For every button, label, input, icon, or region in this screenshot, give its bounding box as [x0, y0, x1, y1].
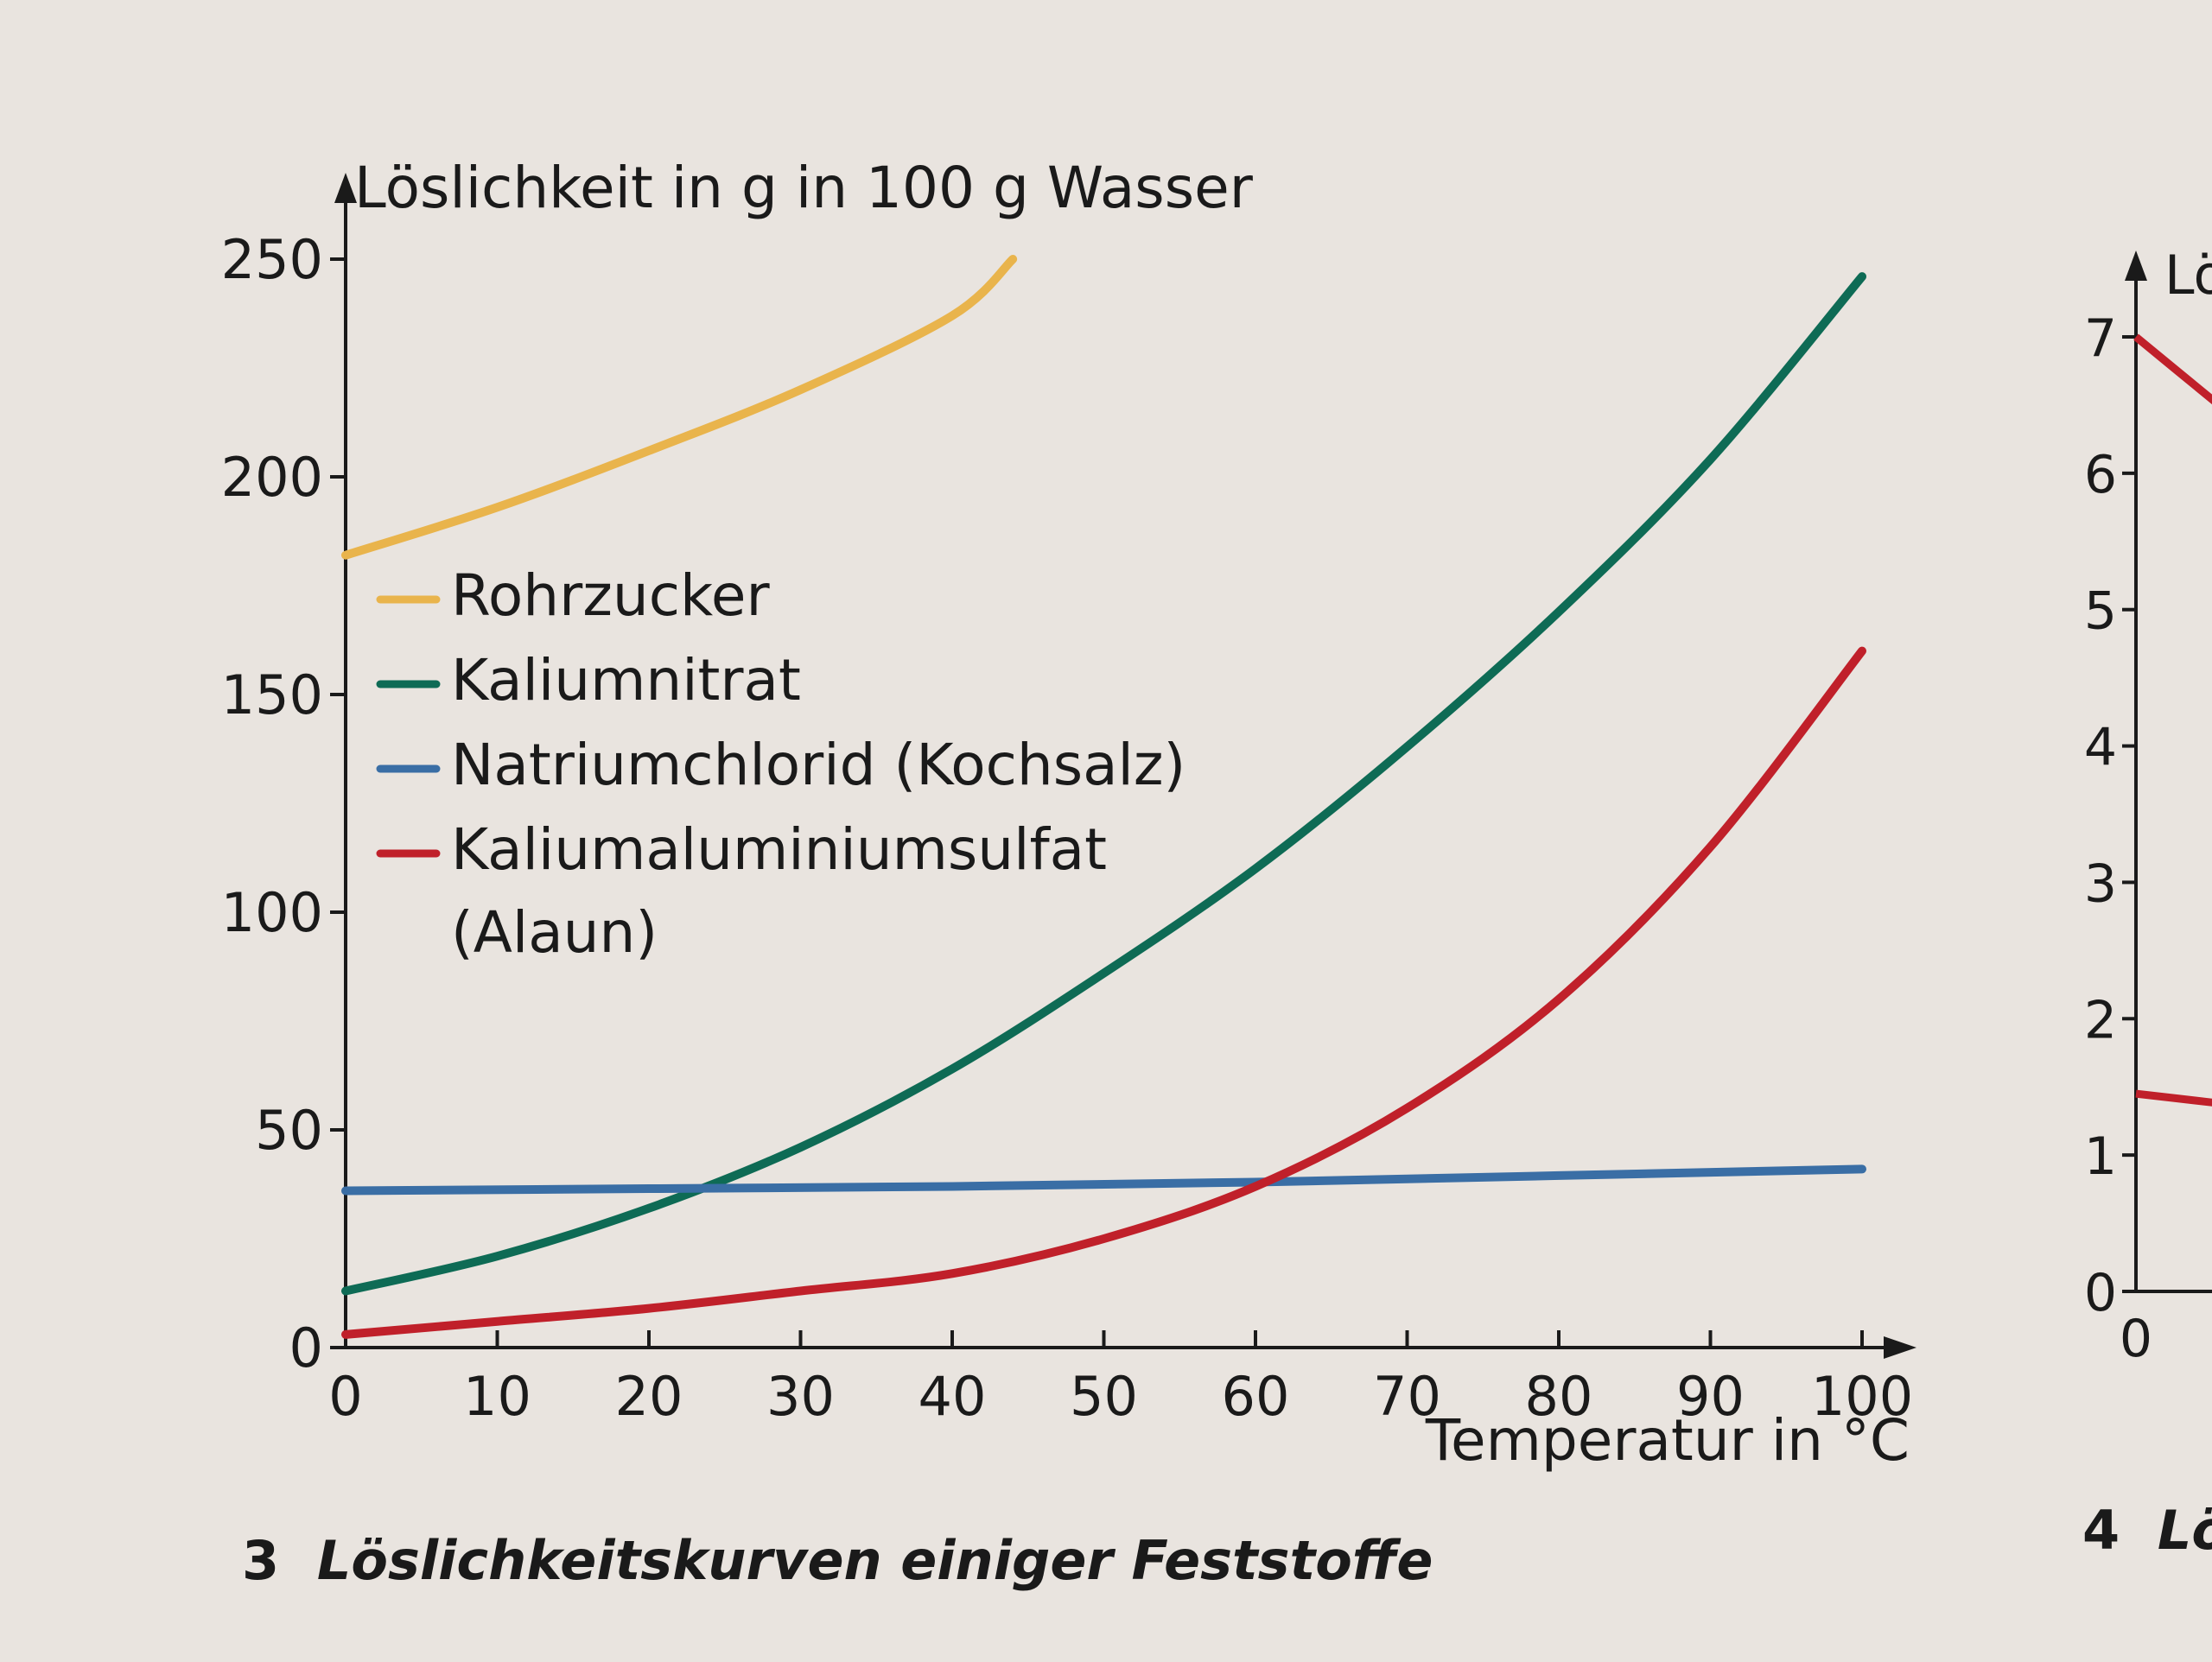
chart2-series-line-2: [2135, 1089, 2212, 1107]
figure-caption: 3 Löslichkeitskurven einiger Feststoffe: [242, 1529, 1433, 1592]
series-line-2: [341, 272, 1866, 1296]
y-tick-label: 0: [289, 1316, 323, 1380]
series-line-1: [341, 255, 1018, 560]
legend-label-3: Natriumchlorid (Kochsalz): [451, 732, 1185, 798]
x-tick-label: 0: [328, 1365, 362, 1428]
y-axis-label: Löslichkeit in g in 100 g Wasser: [354, 155, 1254, 221]
chart2-y-tick-label: 5: [2084, 581, 2117, 642]
x-axis-arrow: [1884, 1336, 1916, 1359]
y-tick-label: 50: [255, 1099, 323, 1162]
chart2-y-tick-label: 7: [2084, 308, 2117, 369]
series-line-3: [341, 1164, 1866, 1196]
x-tick-label: 50: [1070, 1365, 1138, 1428]
x-tick-label: 20: [615, 1365, 683, 1428]
chart2-y-tick-label: 6: [2084, 445, 2117, 505]
chart2-y-axis-arrow: [2125, 251, 2147, 281]
chart2-y-tick-label: 4: [2084, 718, 2117, 778]
x-tick-label: 100: [1811, 1365, 1913, 1428]
x-tick-label: 70: [1373, 1365, 1441, 1428]
y-tick-label: 150: [221, 663, 323, 726]
x-tick-label: 40: [918, 1365, 987, 1428]
x-tick-label: 10: [463, 1365, 531, 1428]
figure-caption-2: 4 Lö: [2082, 1499, 2212, 1562]
x-tick-label: 90: [1676, 1365, 1745, 1428]
caption-number: 3: [242, 1529, 280, 1592]
legend-label-1: Rohrzucker: [451, 562, 770, 629]
legend-label-4: (Alaun): [451, 899, 658, 966]
caption-2-text: Lö: [2157, 1499, 2212, 1562]
chart2-y-tick-label: 0: [2084, 1263, 2117, 1323]
x-axis-label: Temperatur in °C: [1425, 1407, 1910, 1474]
chart2-y-tick-label: 2: [2084, 990, 2117, 1050]
caption-text: Löslichkeitskurven einiger Feststoffe: [316, 1529, 1433, 1592]
y-tick-label: 200: [221, 446, 323, 509]
chart2-y-tick-label: 1: [2084, 1126, 2117, 1187]
legend-label-2: Kaliumnitrat: [451, 647, 801, 714]
x-tick-label: 80: [1525, 1365, 1593, 1428]
chart2-y-axis-label: Lö: [2164, 244, 2212, 307]
chart2-series-line-1: [2133, 333, 2212, 405]
y-tick-label: 250: [221, 228, 323, 291]
caption-2-number: 4: [2082, 1499, 2120, 1562]
x-tick-label: 60: [1222, 1365, 1290, 1428]
x-tick-label: 30: [766, 1365, 835, 1428]
legend-label-4: Kaliumaluminiumsulfat: [451, 816, 1107, 883]
y-tick-label: 100: [221, 881, 323, 944]
chart2-x-tick-label: 0: [2120, 1309, 2152, 1369]
y-axis-arrow: [334, 173, 357, 203]
chart2-y-tick-label: 3: [2084, 853, 2117, 914]
series-line-4: [341, 646, 1866, 1339]
